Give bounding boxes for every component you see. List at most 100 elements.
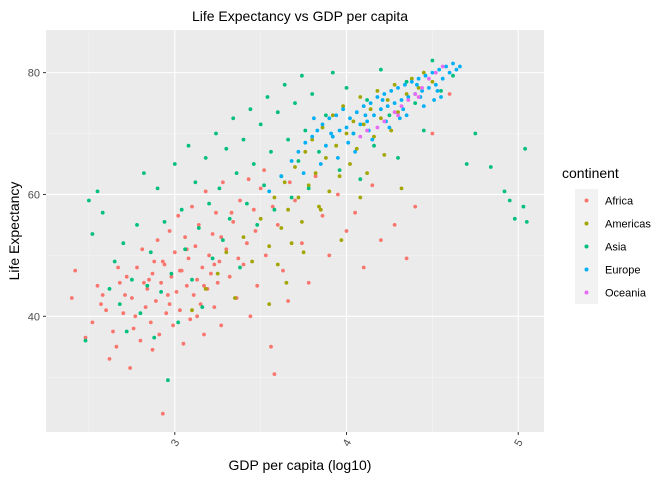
data-point-europe bbox=[267, 189, 272, 194]
legend-marker-oceania bbox=[584, 290, 589, 295]
data-point-americas bbox=[300, 220, 304, 224]
y-tick-label: 40 bbox=[28, 311, 40, 323]
data-point-europe bbox=[416, 76, 421, 81]
data-point-europe bbox=[447, 70, 452, 75]
data-point-africa bbox=[258, 186, 263, 191]
data-point-asia bbox=[221, 238, 225, 243]
data-point-africa bbox=[188, 317, 193, 322]
data-point-europe bbox=[379, 107, 383, 112]
data-point-americas bbox=[272, 195, 277, 200]
data-point-europe bbox=[334, 113, 339, 118]
data-point-africa bbox=[181, 341, 186, 346]
data-point-asia bbox=[107, 287, 112, 291]
data-point-africa bbox=[140, 247, 145, 252]
data-point-asia bbox=[303, 128, 308, 133]
data-point-asia bbox=[379, 67, 383, 72]
data-point-africa bbox=[286, 299, 290, 303]
data-point-asia bbox=[317, 149, 321, 154]
data-point-americas bbox=[224, 250, 229, 255]
data-point-asia bbox=[193, 180, 198, 185]
data-point-europe bbox=[372, 113, 376, 118]
data-point-africa bbox=[263, 253, 268, 258]
data-point-oceania bbox=[399, 104, 404, 108]
data-point-africa bbox=[167, 302, 172, 306]
data-point-africa bbox=[361, 265, 366, 270]
data-point-europe bbox=[336, 156, 340, 160]
data-point-europe bbox=[392, 101, 397, 105]
data-point-asia bbox=[358, 177, 363, 182]
data-point-europe bbox=[279, 174, 284, 179]
data-point-asia bbox=[251, 162, 256, 166]
data-point-oceania bbox=[427, 76, 431, 81]
data-point-asia bbox=[166, 378, 170, 383]
data-point-asia bbox=[241, 137, 246, 142]
data-point-africa bbox=[219, 323, 224, 328]
data-point-asia bbox=[296, 159, 301, 163]
data-point-asia bbox=[183, 247, 188, 252]
data-point-africa bbox=[253, 229, 258, 233]
data-point-africa bbox=[160, 411, 165, 416]
data-point-africa bbox=[183, 235, 188, 240]
data-point-americas bbox=[324, 156, 328, 160]
data-point-africa bbox=[202, 283, 206, 288]
data-point-asia bbox=[502, 189, 507, 194]
data-point-americas bbox=[303, 149, 308, 154]
data-point-americas bbox=[375, 89, 380, 93]
data-point-africa bbox=[195, 314, 200, 319]
data-point-asia bbox=[248, 107, 253, 112]
data-point-africa bbox=[117, 280, 122, 285]
data-point-africa bbox=[145, 287, 150, 291]
data-point-africa bbox=[200, 265, 205, 270]
data-point-africa bbox=[100, 293, 105, 297]
data-point-africa bbox=[131, 326, 136, 331]
data-point-asia bbox=[224, 146, 229, 151]
data-point-europe bbox=[454, 67, 459, 72]
data-point-asia bbox=[523, 146, 527, 151]
data-point-americas bbox=[190, 308, 194, 313]
data-point-americas bbox=[330, 113, 335, 118]
major-gridlines bbox=[46, 30, 544, 432]
data-point-americas bbox=[203, 287, 208, 291]
data-point-africa bbox=[336, 192, 340, 197]
data-point-americas bbox=[327, 189, 332, 194]
data-point-africa bbox=[143, 305, 148, 309]
data-point-europe bbox=[289, 159, 294, 163]
data-point-americas bbox=[430, 79, 435, 84]
data-point-asia bbox=[421, 128, 426, 133]
data-point-oceania bbox=[382, 119, 387, 124]
data-point-europe bbox=[318, 162, 323, 166]
data-point-asia bbox=[117, 302, 122, 306]
data-point-africa bbox=[130, 296, 134, 300]
data-point-africa bbox=[272, 372, 277, 376]
data-point-africa bbox=[171, 323, 176, 328]
data-point-africa bbox=[306, 280, 311, 285]
data-point-americas bbox=[399, 186, 404, 191]
data-point-europe bbox=[435, 89, 440, 93]
data-point-africa bbox=[300, 241, 304, 246]
data-point-africa bbox=[209, 271, 213, 276]
data-point-asia bbox=[227, 216, 232, 221]
data-point-europe bbox=[320, 122, 325, 127]
data-point-europe bbox=[301, 171, 306, 176]
data-point-asia bbox=[324, 113, 328, 118]
legend-label-africa: Africa bbox=[605, 196, 634, 208]
data-point-oceania bbox=[375, 125, 380, 130]
data-point-americas bbox=[421, 70, 426, 75]
data-point-africa bbox=[150, 347, 155, 352]
data-point-asia bbox=[112, 259, 117, 264]
data-point-asia bbox=[200, 305, 205, 309]
data-point-europe bbox=[389, 89, 394, 93]
data-point-oceania bbox=[440, 64, 445, 69]
data-point-europe bbox=[303, 140, 308, 145]
data-point-asia bbox=[404, 79, 409, 84]
data-point-americas bbox=[258, 216, 263, 221]
minor-gridlines bbox=[46, 30, 544, 432]
data-point-americas bbox=[318, 207, 323, 212]
data-point-africa bbox=[166, 293, 170, 297]
data-point-europe bbox=[433, 82, 438, 87]
data-point-africa bbox=[269, 344, 273, 349]
data-point-americas bbox=[320, 125, 325, 130]
data-point-americas bbox=[385, 98, 390, 102]
data-point-africa bbox=[184, 283, 189, 288]
